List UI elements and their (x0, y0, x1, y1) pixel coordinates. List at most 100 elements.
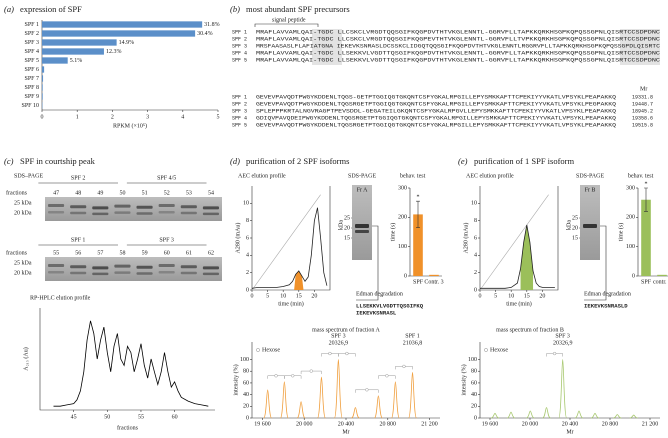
gel-band (48, 204, 65, 207)
peak (333, 359, 343, 419)
peak (574, 410, 584, 419)
peak (317, 376, 326, 419)
y-tick-label: SPF 9 (24, 94, 39, 100)
gel-band (114, 211, 131, 214)
bar-label: 30.4% (197, 31, 213, 37)
sequence: GDIQVPAVQDEIPWGYKDDENLTQGSRGETPTGGIQGTGK… (256, 115, 616, 121)
y-tick-label: 60 (471, 380, 477, 386)
legend-label: Hexose (262, 347, 280, 353)
kda-value: 25 (344, 215, 350, 221)
y-tick-label: 0 (246, 287, 249, 293)
gel-band (136, 205, 153, 209)
fraction-number: 52 (164, 190, 170, 196)
sequence: SPLEPPPKRTALNGVRAGPTPEVSDDL-GEGATEILGKQN… (256, 108, 616, 114)
peak-name: SPF 1 (405, 333, 420, 339)
row-name: SPF 4 (232, 115, 247, 121)
mr-value: 19331.8 (632, 94, 653, 100)
y-tick-label: 10 (471, 201, 477, 207)
hexose-marker (365, 388, 369, 392)
x-tick-label: 20 000 (522, 421, 539, 427)
gel-band (70, 211, 87, 215)
panel-label: (b) (230, 4, 240, 14)
x-tick-label: 2 (111, 114, 114, 120)
x-tick-label: 19 600 (254, 421, 271, 427)
connector (356, 225, 379, 301)
y-tick-label: 0 (474, 415, 477, 421)
x-tick-label: 1 (76, 114, 79, 120)
axis-label: time (s) (389, 223, 396, 242)
mr-value: 19448.7 (632, 101, 653, 107)
kda-value: 15 (572, 235, 578, 241)
y-tick-label: 8 (246, 218, 249, 224)
group-label: SPF 1 (71, 237, 86, 243)
gel-title: SDS-PAGE (576, 173, 604, 179)
panel-title: expression of SPF (20, 4, 82, 14)
axis-label: time (min) (506, 300, 532, 307)
peak (590, 412, 600, 419)
row-name: SPF 5 (232, 122, 247, 128)
bar (42, 93, 43, 100)
bar-label: 12.3% (106, 49, 122, 55)
mr-value: 19358.6 (632, 115, 653, 121)
x-tick-label: 50 (104, 414, 110, 420)
mr-value: 19515.8 (632, 122, 653, 128)
gradient-line (479, 194, 549, 291)
y-tick-label: 4 (474, 253, 477, 259)
panel-title: purification of 1 SPF isoform (474, 156, 574, 166)
x-tick-label: 45 (71, 414, 77, 420)
fraction-number: 58 (119, 250, 125, 256)
x-tick-label: Contr. 3 (424, 279, 443, 285)
peak (296, 401, 306, 419)
gel-band (136, 212, 153, 215)
kda-label: 20 kDa (14, 210, 32, 216)
peak (542, 407, 551, 419)
peak-mass: 20326,9 (329, 340, 349, 346)
kda-label: 25 kDa (14, 200, 32, 206)
gel-band (92, 212, 109, 216)
axis-label: fractions (117, 424, 139, 431)
x-tick-label: 60 (172, 414, 178, 420)
bar (42, 39, 117, 46)
gel-band (92, 206, 109, 210)
chart-title: AEC elution profile (466, 172, 514, 179)
peak (490, 412, 500, 419)
x-tick-label: 5 (494, 293, 497, 299)
axis (479, 342, 660, 419)
edman-title: Edman degradation (584, 291, 631, 297)
axis-label: intensity (%) (232, 364, 239, 395)
y-tick-label: 6 (246, 235, 249, 241)
gradient-line (251, 194, 321, 291)
x-tick-label: 20 400 (338, 421, 355, 427)
x-tick-label: 10 (508, 293, 514, 299)
x-tick-label: 3 (146, 114, 149, 120)
axis-label: time (min) (278, 300, 304, 307)
x-tick-label: 0 (41, 114, 44, 120)
fraction-number: 47 (53, 190, 59, 196)
axis-label: A₂₁₅ (Au) (22, 347, 29, 370)
y-tick-label: 80 (471, 369, 477, 375)
fractions-label: fractions (6, 249, 28, 256)
gel-band (70, 271, 87, 275)
significance: * (417, 195, 420, 201)
bar (413, 214, 423, 276)
axis-label: A280 (mAu) (462, 223, 469, 254)
y-tick-label: 0 (632, 273, 635, 279)
peak-mass: 21036,8 (403, 340, 423, 346)
kda-label: 20 kDa (14, 270, 32, 276)
x-tick-label: 15 (524, 293, 530, 299)
edman-title: Edman degradation (356, 291, 403, 297)
axis-label: RPKM (×10⁵) (113, 122, 147, 129)
axis-label: time (s) (617, 223, 624, 242)
bar (42, 30, 196, 37)
gel-band (158, 204, 175, 207)
fraction-label: Fr A (357, 187, 369, 193)
x-tick-label: 19 600 (482, 421, 499, 427)
fraction-number: 59 (142, 250, 148, 256)
trace (53, 320, 209, 407)
kda-value: 15 (344, 235, 350, 241)
gel-band (158, 271, 175, 274)
gel-band (180, 205, 197, 209)
gel-band (136, 272, 153, 275)
gel-band (136, 265, 153, 269)
